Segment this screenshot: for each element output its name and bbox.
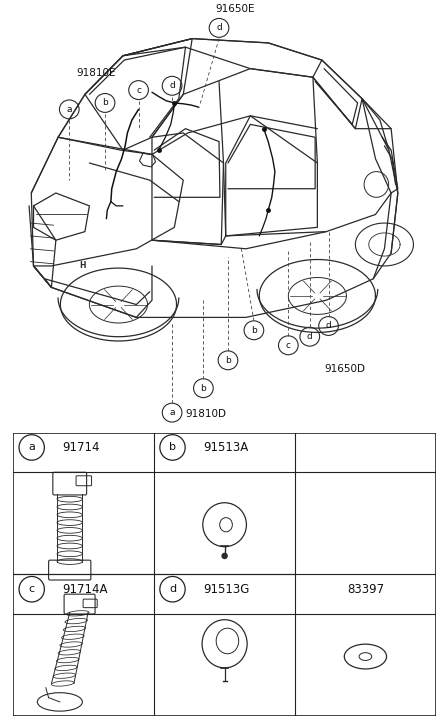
Text: a: a <box>169 408 175 417</box>
Text: 91513A: 91513A <box>203 441 249 454</box>
Text: d: d <box>169 81 175 90</box>
Text: 91513G: 91513G <box>203 583 250 595</box>
Text: 91810E: 91810E <box>76 68 116 79</box>
Text: b: b <box>225 356 231 365</box>
Text: 91650D: 91650D <box>324 364 365 374</box>
Text: 91650E: 91650E <box>215 4 254 14</box>
Text: a: a <box>28 443 35 452</box>
Text: 91714: 91714 <box>63 441 100 454</box>
Text: d: d <box>307 332 312 341</box>
Text: b: b <box>169 443 176 452</box>
Text: 91810D: 91810D <box>186 409 227 419</box>
Text: 91714A: 91714A <box>63 583 108 595</box>
Text: b: b <box>201 384 206 393</box>
Text: b: b <box>102 98 108 108</box>
Text: d: d <box>216 23 222 33</box>
Circle shape <box>222 553 227 558</box>
Text: d: d <box>169 585 176 594</box>
Text: b: b <box>251 326 257 334</box>
Text: H: H <box>80 262 86 270</box>
Text: c: c <box>136 86 141 95</box>
Text: c: c <box>286 341 291 350</box>
Text: 83397: 83397 <box>347 583 384 595</box>
Text: a: a <box>67 105 72 114</box>
Text: c: c <box>29 585 35 594</box>
Text: d: d <box>326 321 331 331</box>
